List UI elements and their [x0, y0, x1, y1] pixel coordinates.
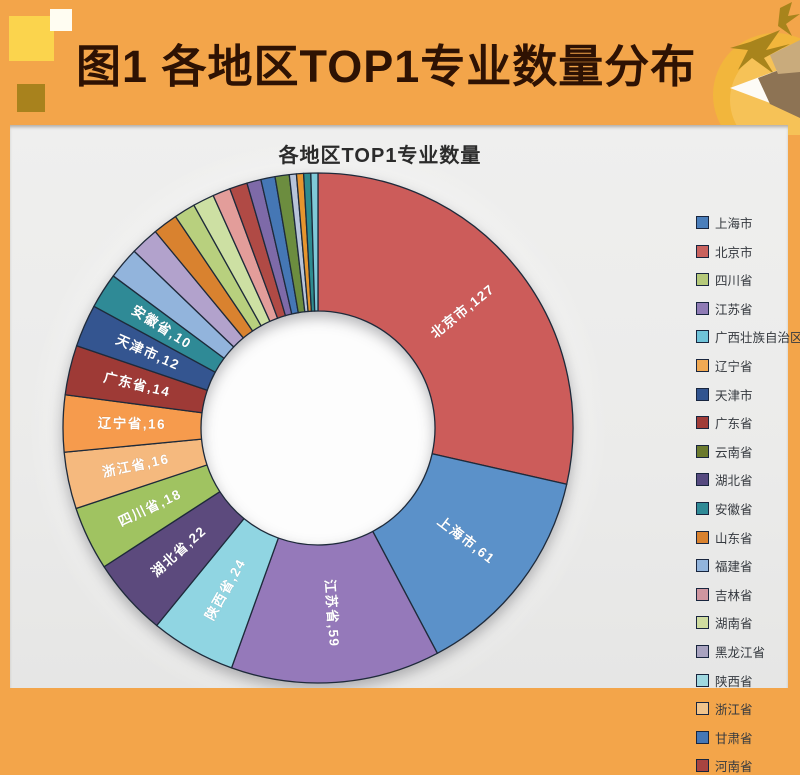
chart-title: 各地区TOP1专业数量	[278, 145, 482, 167]
legend-item[interactable]: 湖南省	[696, 613, 788, 632]
pie-slice-0[interactable]	[317, 172, 574, 485]
legend-swatch	[696, 644, 709, 658]
legend-item[interactable]: 四川省	[696, 270, 788, 289]
legend-swatch	[696, 301, 709, 315]
legend-item[interactable]: 广东省	[696, 413, 788, 432]
legend-item[interactable]: 陕西省	[696, 671, 788, 690]
legend-item[interactable]: 江苏省	[696, 299, 788, 318]
legend-label: 天津市	[715, 388, 753, 403]
legend-swatch	[696, 587, 709, 601]
legend-label: 安徽省	[715, 502, 753, 517]
legend-label: 陕西省	[715, 674, 753, 689]
legend-swatch	[696, 530, 709, 544]
legend-swatch	[696, 759, 709, 773]
legend-item[interactable]: 湖北省	[696, 470, 788, 489]
legend-swatch	[696, 616, 709, 630]
legend-label: 湖南省	[715, 617, 753, 632]
donut-chart: 北京市,127上海市,61江苏省,59陕西省,24湖北省,22四川省,18浙江省…	[62, 172, 574, 684]
legend-swatch	[696, 244, 709, 258]
slice-label: 辽宁省,16	[98, 415, 167, 432]
decor-square-gold	[17, 84, 45, 112]
legend-item[interactable]: 福建省	[696, 556, 788, 575]
legend-swatch	[696, 473, 709, 487]
chart-legend: 上海市北京市四川省江苏省广西壮族自治区 辽宁省天津市广东省云南省湖北省安徽省山东省…	[696, 213, 800, 775]
legend-label: 河南省	[715, 760, 753, 775]
legend-swatch	[696, 273, 709, 287]
legend-item[interactable]: 河南省	[696, 756, 788, 775]
legend-swatch	[696, 673, 709, 687]
legend-swatch	[696, 501, 709, 515]
legend-swatch	[696, 387, 709, 401]
legend-swatch	[696, 730, 709, 744]
legend-item[interactable]: 吉林省	[696, 585, 788, 604]
legend-label: 福建省	[715, 560, 753, 575]
legend-swatch	[696, 559, 709, 573]
legend-label: 浙江省	[715, 703, 753, 718]
pie-slice-1[interactable]	[372, 453, 568, 654]
legend-label: 辽宁省	[715, 359, 753, 374]
slice-label: 江苏省,59	[322, 579, 343, 648]
donut-slices	[62, 172, 574, 684]
legend-swatch	[696, 330, 709, 344]
legend-label: 吉林省	[715, 588, 753, 603]
pie-slice-24[interactable]	[310, 172, 319, 312]
page-title: 图1 各地区TOP1专业数量分布	[76, 41, 697, 92]
legend-item[interactable]: 上海市	[696, 213, 788, 232]
legend-label: 上海市	[715, 217, 753, 231]
legend-item[interactable]: 辽宁省	[696, 356, 788, 375]
paper-plane-icon	[713, 2, 800, 135]
legend-item[interactable]: 甘肃省	[696, 728, 788, 747]
legend-label: 甘肃省	[715, 731, 753, 746]
legend-label: 山东省	[715, 531, 753, 546]
legend-label: 广西壮族自治区	[715, 331, 800, 346]
legend-item[interactable]: 广西壮族自治区	[696, 327, 800, 346]
decor-square-yellow	[9, 16, 54, 61]
legend-label: 湖北省	[715, 474, 753, 489]
legend-item[interactable]: 安徽省	[696, 499, 788, 518]
chart-panel: 各地区TOP1专业数量 北京市,127 上海市,61 江苏省,59 陕西省,24 湖北省…	[10, 125, 800, 774]
legend-label: 广东省	[715, 417, 753, 432]
legend-label: 黑龙江省	[715, 645, 766, 660]
legend-label: 江苏省	[715, 302, 753, 317]
legend-label: 云南省	[715, 445, 753, 460]
legend-swatch	[696, 702, 709, 716]
legend-item[interactable]: 天津市	[696, 385, 788, 404]
legend-swatch	[696, 416, 709, 430]
legend-item[interactable]: 山东省	[696, 528, 788, 547]
legend-label: 四川省	[715, 274, 753, 289]
decor-square-white	[50, 9, 72, 31]
legend-item[interactable]: 浙江省	[696, 699, 788, 718]
legend-label: 北京市	[715, 245, 753, 260]
legend-item[interactable]: 云南省	[696, 442, 788, 461]
legend-swatch	[696, 216, 709, 229]
legend-item[interactable]: 北京市	[696, 242, 788, 261]
legend-swatch	[696, 444, 709, 458]
header-banner: 图1 各地区TOP1专业数量分布	[0, 0, 800, 135]
legend-swatch	[696, 358, 709, 372]
pie-slice-2[interactable]	[230, 530, 439, 684]
legend-item[interactable]: 黑龙江省	[696, 642, 788, 661]
